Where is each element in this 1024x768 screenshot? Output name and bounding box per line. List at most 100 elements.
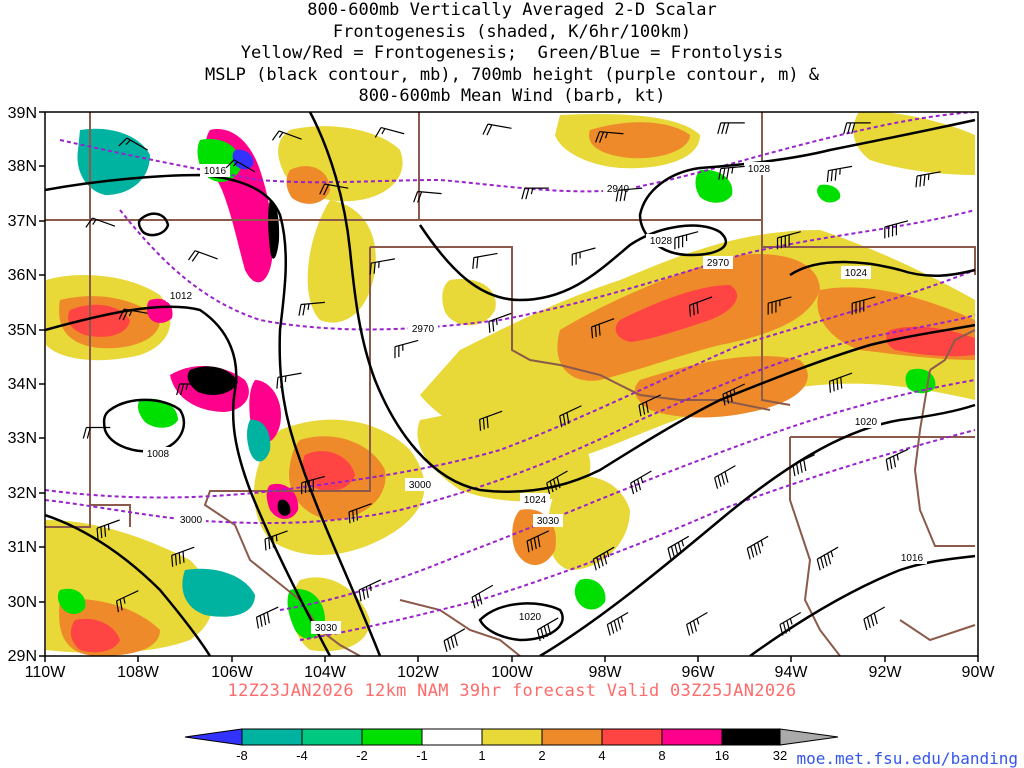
lon-label: 106W (211, 664, 254, 681)
colorbar-swatch (241, 728, 303, 746)
wind-barb (526, 530, 550, 553)
colorbar-swatch (779, 728, 839, 746)
colorbar-swatch (661, 728, 723, 746)
colorbar-label: 2 (538, 748, 545, 763)
wind-barb (638, 394, 662, 417)
wind-barb (688, 296, 713, 317)
mslp-labels: 1016 1012 1008 1028 1028 1024 1024 1020 … (143, 162, 927, 623)
height-label-text: 2970 (412, 324, 435, 335)
wind-barb (358, 579, 382, 602)
mslp-label-text: 1028 (748, 164, 771, 175)
lat-label: 31N (8, 539, 37, 556)
colorbar-label: -8 (236, 748, 248, 763)
colorbar-label: 1 (478, 748, 485, 763)
title-line-1: 800-600mb Vertically Averaged 2-D Scalar (307, 0, 717, 20)
wind-barb (615, 187, 643, 202)
mslp-label-text: 1016 (204, 166, 227, 177)
wind-barb (746, 535, 769, 560)
mslp-contours (45, 112, 976, 656)
wind-barb (843, 122, 871, 135)
wind-barb (118, 137, 148, 151)
wind-barb (718, 165, 745, 180)
colorbar-swatch (601, 728, 663, 746)
wind-barb (82, 426, 111, 439)
colorbar-swatch (361, 728, 423, 746)
height-label-text: 3030 (537, 516, 560, 527)
lat-label: 39N (8, 105, 37, 122)
wind-barb (816, 546, 839, 571)
lon-label: 108W (117, 664, 160, 681)
wind-barb (488, 312, 512, 333)
latitude-axis: 29N 30N 31N 32N 33N 34N 35N 36N 37N 38N … (8, 105, 45, 665)
wind-barb (394, 339, 419, 359)
wind-barb (851, 296, 876, 315)
colorbar-label: -4 (296, 748, 308, 763)
lon-label: 96W (682, 664, 716, 681)
colorbar-swatch (721, 728, 781, 746)
wind-barb (767, 296, 792, 315)
lon-label: 98W (589, 664, 623, 681)
height-label: 2970 (408, 322, 438, 335)
wind-barb (571, 247, 596, 266)
mslp-label-text: 1020 (519, 612, 542, 623)
wind-barb (717, 122, 745, 135)
colorbar-swatch (481, 728, 543, 746)
mslp-label-text: 1024 (524, 495, 547, 506)
height-label: 3000 (176, 513, 206, 526)
mslp-label: 1016 (200, 164, 230, 177)
wind-barb (225, 159, 256, 173)
colorbar-swatch (541, 728, 603, 746)
mslp-label: 1024 (520, 493, 550, 506)
colorbar-label: 32 (773, 748, 787, 763)
wind-barb (606, 611, 629, 636)
wind-barb (115, 590, 139, 613)
lon-label: 104W (304, 664, 347, 681)
lat-label: 34N (8, 376, 37, 393)
color-bar (184, 728, 839, 746)
mslp-label: 1020 (851, 415, 881, 428)
source-url-link[interactable]: moe.met.fsu.edu/banding (796, 749, 1018, 768)
height-label-text: 3000 (180, 515, 203, 526)
wind-barb (826, 165, 853, 182)
colorbar-label: -1 (416, 748, 428, 763)
wind-barb (482, 123, 512, 136)
wind-barb (667, 535, 690, 560)
title-line-4: MSLP (black contour, mb), 700mb height (… (204, 64, 820, 85)
wind-barb (546, 470, 568, 495)
wind-barb (374, 126, 405, 138)
colorbar-swatch (421, 728, 483, 746)
height-label-text: 2970 (707, 258, 730, 269)
height-label: 3030 (533, 514, 563, 527)
colorbar-labels: -8 -4 -2 -1 1 2 4 8 16 32 (236, 748, 787, 763)
lon-label: 102W (397, 664, 440, 681)
lon-label: 100W (491, 664, 534, 681)
colorbar-label: 16 (715, 748, 729, 763)
mslp-label: 1024 (841, 266, 871, 279)
wind-barb (255, 606, 279, 629)
wind-barb (443, 628, 466, 652)
mslp-label: 1016 (897, 551, 927, 564)
mslp-label-text: 1020 (855, 417, 878, 428)
mslp-label-text: 1028 (650, 236, 673, 247)
wind-barb (779, 611, 802, 636)
mslp-label: 1020 (515, 610, 545, 623)
colorbar-label: 4 (598, 748, 605, 763)
wind-barb (828, 372, 853, 393)
wind-barb (792, 454, 815, 477)
wind-barb (915, 171, 941, 188)
wind-barb (776, 231, 801, 250)
lat-label: 38N (8, 158, 37, 175)
lon-label: 90W (962, 664, 996, 681)
lon-label: 94W (775, 664, 809, 681)
wind-barb (118, 308, 148, 321)
wind-barb (863, 606, 886, 631)
mslp-label: 1012 (166, 289, 196, 302)
wind-barb (369, 258, 395, 275)
colorbar-label: 8 (658, 748, 665, 763)
wind-barb (536, 617, 559, 642)
wind-barb (714, 465, 736, 489)
forecast-valid-time: 12Z23JAN2026 12km NAM 39hr forecast Vali… (227, 681, 797, 701)
mslp-label: 1008 (143, 447, 173, 460)
wind-barb (298, 301, 325, 316)
